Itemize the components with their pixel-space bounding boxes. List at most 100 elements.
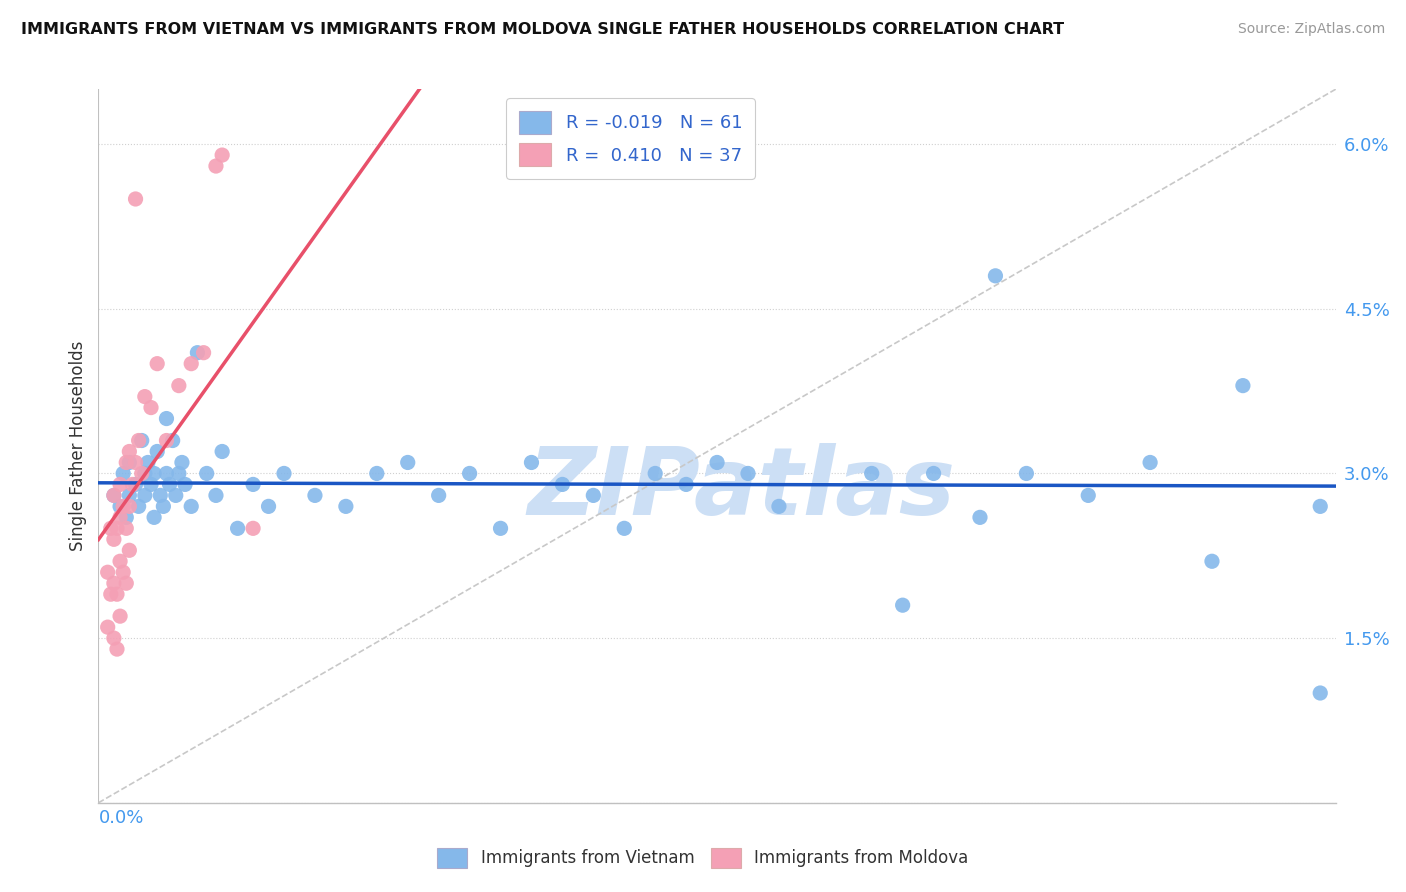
Point bbox=[108, 477, 131, 491]
Point bbox=[121, 477, 143, 491]
Point bbox=[136, 455, 159, 469]
Point bbox=[211, 444, 233, 458]
Point bbox=[134, 467, 156, 481]
Point bbox=[1015, 467, 1038, 481]
Point bbox=[984, 268, 1007, 283]
Point bbox=[489, 521, 512, 535]
Point bbox=[458, 467, 481, 481]
Point bbox=[167, 467, 190, 481]
Point bbox=[118, 488, 141, 502]
Point bbox=[118, 500, 141, 514]
Point bbox=[167, 378, 190, 392]
Point bbox=[115, 576, 138, 591]
Text: ZIPatlas: ZIPatlas bbox=[527, 442, 956, 535]
Point bbox=[124, 455, 146, 469]
Point bbox=[396, 455, 419, 469]
Point bbox=[112, 467, 135, 481]
Point bbox=[174, 477, 197, 491]
Point bbox=[205, 159, 228, 173]
Point bbox=[103, 488, 125, 502]
Point bbox=[226, 521, 249, 535]
Point bbox=[257, 500, 280, 514]
Point bbox=[146, 444, 169, 458]
Point bbox=[155, 467, 177, 481]
Point bbox=[159, 477, 181, 491]
Point bbox=[112, 566, 135, 580]
Point bbox=[180, 500, 202, 514]
Point bbox=[103, 488, 125, 502]
Point bbox=[146, 357, 169, 371]
Point bbox=[134, 390, 156, 404]
Point bbox=[1077, 488, 1099, 502]
Point bbox=[193, 345, 215, 359]
Point bbox=[112, 500, 135, 514]
Point bbox=[205, 488, 228, 502]
Point bbox=[165, 488, 187, 502]
Point bbox=[115, 521, 138, 535]
Point bbox=[613, 521, 636, 535]
Point bbox=[118, 455, 141, 469]
Point bbox=[139, 401, 162, 415]
Legend: Immigrants from Vietnam, Immigrants from Moldova: Immigrants from Vietnam, Immigrants from… bbox=[430, 841, 976, 875]
Point bbox=[97, 566, 120, 580]
Point bbox=[100, 587, 122, 601]
Point bbox=[124, 192, 146, 206]
Point bbox=[124, 477, 146, 491]
Point bbox=[118, 444, 141, 458]
Point bbox=[922, 467, 945, 481]
Point bbox=[149, 488, 172, 502]
Point bbox=[128, 434, 150, 448]
Point bbox=[891, 598, 914, 612]
Point bbox=[1201, 554, 1223, 568]
Point bbox=[108, 500, 131, 514]
Point bbox=[134, 488, 156, 502]
Point bbox=[186, 345, 208, 359]
Point bbox=[118, 543, 141, 558]
Point bbox=[242, 521, 264, 535]
Point bbox=[180, 357, 202, 371]
Point bbox=[115, 510, 138, 524]
Point bbox=[1232, 378, 1254, 392]
Text: IMMIGRANTS FROM VIETNAM VS IMMIGRANTS FROM MOLDOVA SINGLE FATHER HOUSEHOLDS CORR: IMMIGRANTS FROM VIETNAM VS IMMIGRANTS FR… bbox=[21, 22, 1064, 37]
Point bbox=[108, 554, 131, 568]
Text: 0.0%: 0.0% bbox=[98, 808, 143, 827]
Point bbox=[103, 576, 125, 591]
Point bbox=[1309, 500, 1331, 514]
Point bbox=[97, 620, 120, 634]
Point bbox=[128, 500, 150, 514]
Point bbox=[335, 500, 357, 514]
Point bbox=[152, 500, 174, 514]
Point bbox=[1139, 455, 1161, 469]
Point bbox=[100, 521, 122, 535]
Point bbox=[105, 587, 128, 601]
Point bbox=[108, 609, 131, 624]
Point bbox=[155, 434, 177, 448]
Text: Source: ZipAtlas.com: Source: ZipAtlas.com bbox=[1237, 22, 1385, 37]
Legend: R = -0.019   N = 61, R =  0.410   N = 37: R = -0.019 N = 61, R = 0.410 N = 37 bbox=[506, 98, 755, 179]
Point bbox=[143, 467, 166, 481]
Point bbox=[103, 631, 125, 645]
Point bbox=[105, 521, 128, 535]
Point bbox=[860, 467, 883, 481]
Point bbox=[211, 148, 233, 162]
Point bbox=[139, 477, 162, 491]
Point bbox=[170, 455, 193, 469]
Point bbox=[115, 455, 138, 469]
Point bbox=[195, 467, 218, 481]
Point bbox=[582, 488, 605, 502]
Point bbox=[1309, 686, 1331, 700]
Point bbox=[520, 455, 543, 469]
Point bbox=[162, 434, 184, 448]
Point bbox=[273, 467, 295, 481]
Point bbox=[304, 488, 326, 502]
Point bbox=[644, 467, 666, 481]
Point bbox=[706, 455, 728, 469]
Point bbox=[427, 488, 450, 502]
Point bbox=[143, 510, 166, 524]
Point bbox=[105, 642, 128, 657]
Point bbox=[242, 477, 264, 491]
Point bbox=[366, 467, 388, 481]
Point bbox=[768, 500, 790, 514]
Point bbox=[675, 477, 697, 491]
Point bbox=[969, 510, 991, 524]
